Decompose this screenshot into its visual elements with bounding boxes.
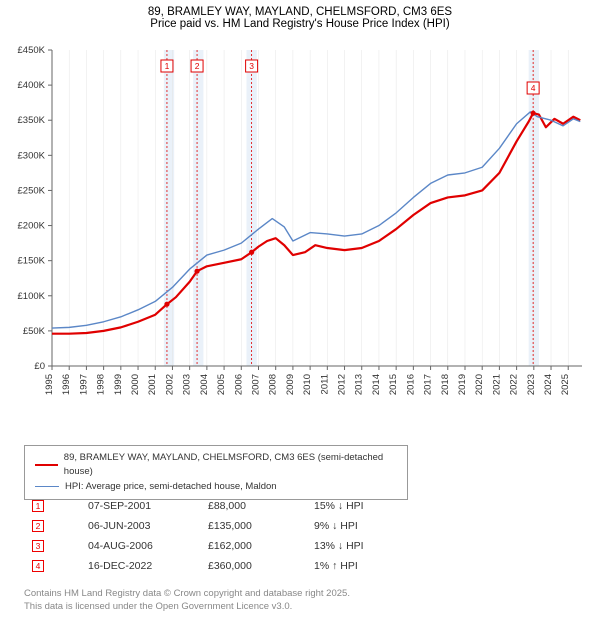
svg-text:2010: 2010 [302,374,313,395]
svg-text:2009: 2009 [285,374,296,395]
marker-box: 4 [32,560,44,572]
sale-date: 16-DEC-2022 [82,557,200,575]
svg-text:2017: 2017 [423,374,434,395]
svg-text:3: 3 [249,61,254,71]
svg-text:4: 4 [531,83,536,93]
sale-date: 07-SEP-2001 [82,497,200,515]
svg-text:2008: 2008 [268,374,279,395]
svg-text:2012: 2012 [337,374,348,395]
svg-text:2013: 2013 [354,374,365,395]
svg-text:2023: 2023 [526,374,537,395]
svg-text:2024: 2024 [543,374,554,395]
footer-line1: Contains HM Land Registry data © Crown c… [24,588,350,601]
table-row: 3 04-AUG-2006£162,00013% ↓ HPI [26,537,400,555]
title-line2: Price paid vs. HM Land Registry's House … [10,18,590,30]
legend-label-hpi: HPI: Average price, semi-detached house,… [65,480,277,494]
sale-vs-hpi: 1% ↑ HPI [308,557,400,575]
sales-table: 1 07-SEP-2001£88,00015% ↓ HPI 2 06-JUN-2003… [24,495,402,577]
sale-vs-hpi: 15% ↓ HPI [308,497,400,515]
svg-text:2006: 2006 [233,374,244,395]
svg-text:2015: 2015 [388,374,399,395]
svg-text:1995: 1995 [44,374,55,395]
svg-text:2020: 2020 [474,374,485,395]
svg-text:2022: 2022 [509,374,520,395]
svg-text:2016: 2016 [405,374,416,395]
title-line1: 89, BRAMLEY WAY, MAYLAND, CHELMSFORD, CM… [10,6,590,18]
svg-text:2025: 2025 [560,374,571,395]
svg-text:2002: 2002 [164,374,175,395]
svg-text:2003: 2003 [182,374,193,395]
svg-text:£300K: £300K [18,150,46,161]
svg-text:2001: 2001 [147,374,158,395]
table-row: 2 06-JUN-2003£135,0009% ↓ HPI [26,517,400,535]
svg-text:1999: 1999 [113,374,124,395]
sale-price: £135,000 [202,517,306,535]
sale-vs-hpi: 13% ↓ HPI [308,537,400,555]
svg-text:1996: 1996 [61,374,72,395]
svg-text:£0: £0 [34,361,45,372]
svg-text:2019: 2019 [457,374,468,395]
svg-text:£350K: £350K [18,115,46,126]
svg-text:£50K: £50K [23,326,46,337]
svg-text:2011: 2011 [319,374,330,394]
legend-swatch-hpi [35,486,59,487]
marker-box: 3 [32,540,44,552]
sale-vs-hpi: 9% ↓ HPI [308,517,400,535]
legend-row-hpi: HPI: Average price, semi-detached house,… [35,480,397,494]
sale-price: £360,000 [202,557,306,575]
legend: 89, BRAMLEY WAY, MAYLAND, CHELMSFORD, CM… [24,445,408,500]
sale-price: £88,000 [202,497,306,515]
svg-text:£250K: £250K [18,185,46,196]
svg-text:1997: 1997 [78,374,89,395]
table-row: 1 07-SEP-2001£88,00015% ↓ HPI [26,497,400,515]
svg-text:2014: 2014 [371,374,382,395]
svg-text:£150K: £150K [18,256,46,267]
footer-credits: Contains HM Land Registry data © Crown c… [24,588,350,614]
svg-text:1: 1 [165,61,170,71]
svg-text:£200K: £200K [18,221,46,232]
svg-text:£100K: £100K [18,291,46,302]
svg-text:2: 2 [195,61,200,71]
footer-line2: This data is licensed under the Open Gov… [24,601,350,614]
sale-date: 04-AUG-2006 [82,537,200,555]
legend-swatch-property [35,464,58,466]
chart-area: 1 2 3 4 £0 £50K £100K £150K £200K £250K £300K £350K… [0,40,600,415]
svg-text:2007: 2007 [250,374,261,395]
legend-row-property: 89, BRAMLEY WAY, MAYLAND, CHELMSFORD, CM… [35,451,397,480]
sale-price: £162,000 [202,537,306,555]
svg-text:2004: 2004 [199,374,210,395]
marker-box: 2 [32,520,44,532]
svg-text:1998: 1998 [96,374,107,395]
svg-text:£450K: £450K [18,45,46,56]
svg-text:2018: 2018 [440,374,451,395]
table-row: 4 16-DEC-2022£360,0001% ↑ HPI [26,557,400,575]
chart-svg: 1 2 3 4 £0 £50K £100K £150K £200K £250K £300K £350K… [0,40,600,415]
sale-date: 06-JUN-2003 [82,517,200,535]
chart-title: 89, BRAMLEY WAY, MAYLAND, CHELMSFORD, CM… [0,0,600,32]
marker-box: 1 [32,500,44,512]
legend-label-property: 89, BRAMLEY WAY, MAYLAND, CHELMSFORD, CM… [64,451,397,480]
svg-text:2000: 2000 [130,374,141,395]
svg-text:2021: 2021 [491,374,502,395]
svg-text:2005: 2005 [216,374,227,395]
svg-text:£400K: £400K [18,80,46,91]
chart-container: 89, BRAMLEY WAY, MAYLAND, CHELMSFORD, CM… [0,0,600,620]
